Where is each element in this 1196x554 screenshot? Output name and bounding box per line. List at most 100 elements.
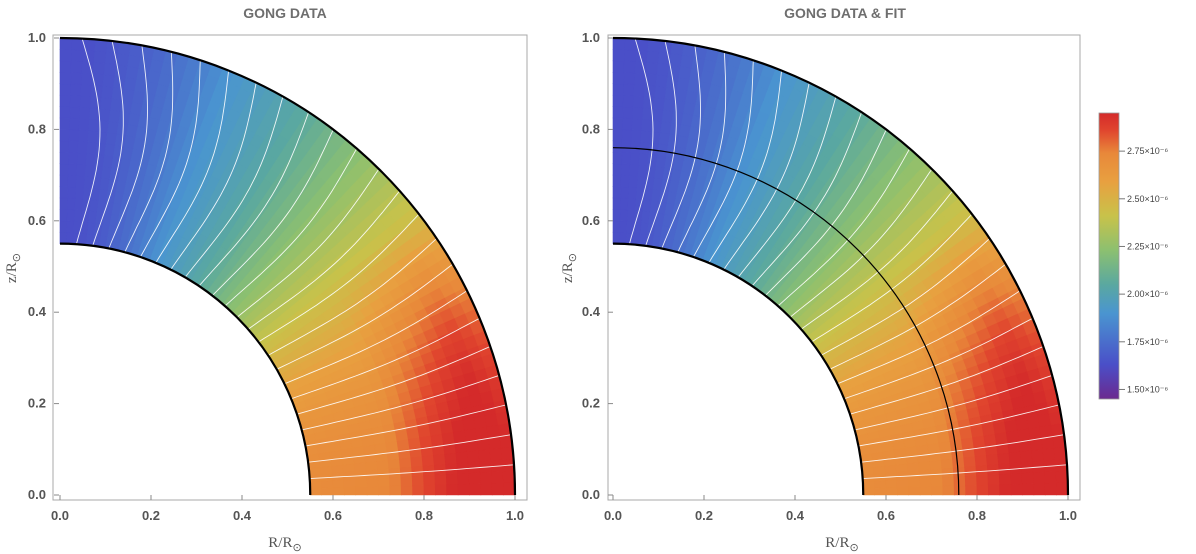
x-tick-label: 1.0 (506, 508, 524, 523)
contour-line (737, 96, 837, 278)
field-cell (621, 129, 633, 142)
field-cell (985, 454, 999, 466)
field-cell (631, 118, 643, 131)
field-cell (114, 64, 128, 78)
field-cell (1015, 417, 1030, 432)
field-cell (423, 484, 436, 496)
field-cell (320, 480, 334, 489)
field-cell (455, 451, 469, 464)
y-axis-label: z/R⊙ (560, 253, 579, 283)
field-cell (960, 437, 975, 450)
field-cell (319, 466, 333, 475)
field-cell (423, 474, 436, 486)
outer-boundary (59, 36, 517, 496)
field-cell (1026, 415, 1041, 430)
contour-line (862, 464, 1068, 480)
inner-boundary (612, 242, 865, 496)
field-cell (445, 473, 459, 486)
field-cell (628, 186, 638, 200)
field-cell (992, 421, 1007, 435)
panel-gong-data-fit: GONG DATA & FIT 0.0 0.2 0.4 0.6 0.8 1.0 0.00.… (560, 5, 1081, 554)
field-cell (976, 474, 989, 486)
x-tick-label: 0.6 (324, 508, 342, 523)
field-cell (478, 449, 492, 463)
field-cell (612, 186, 622, 199)
field-cell (66, 209, 76, 222)
field-cell (100, 96, 113, 111)
field-cell (648, 142, 660, 156)
field-cell (987, 474, 1000, 486)
contour-line (861, 434, 1065, 463)
field-cell (976, 484, 989, 496)
field-cell (83, 175, 94, 189)
y-tick-label: 0.2 (28, 396, 46, 411)
field-cell (407, 437, 422, 450)
field-cell (419, 435, 433, 448)
contour-line (305, 404, 507, 447)
x-tick-label: 0.0 (604, 508, 622, 523)
contour-line (789, 168, 933, 318)
contour-line (92, 40, 124, 246)
field-cell (612, 49, 625, 62)
contour-line (247, 190, 401, 330)
field-cell (862, 480, 875, 489)
field-cell (464, 428, 478, 442)
x-axis-label: R/R⊙ (268, 535, 301, 554)
y-tick-label: 1.0 (28, 30, 46, 45)
field-cell (623, 83, 635, 96)
field-cell (884, 464, 897, 474)
field-cell (80, 83, 93, 97)
contour-line (309, 464, 515, 480)
field-cell (67, 174, 77, 188)
contour-line (820, 238, 990, 356)
contour-line (236, 168, 380, 318)
field-cell (74, 198, 84, 211)
field-cell (645, 61, 659, 75)
field-cell (619, 220, 628, 233)
field-cell (930, 477, 944, 487)
field-cell (622, 106, 634, 119)
fit-boundary (612, 147, 960, 496)
field-cell (84, 164, 95, 178)
field-cell (434, 474, 447, 486)
field-cell (929, 460, 943, 471)
x-axis-label: R/R⊙ (825, 535, 858, 554)
field-cell (59, 83, 72, 96)
contour-line (837, 290, 1021, 385)
field-cell (412, 485, 425, 496)
contour-line (155, 70, 230, 264)
field-cell (612, 231, 621, 245)
contour-line (764, 129, 887, 296)
field-cell (457, 483, 470, 496)
field-cell (70, 60, 83, 74)
field-cell (396, 439, 410, 451)
x-axis-ticks: 0.0 0.2 0.4 0.6 0.8 1.0 (51, 495, 524, 523)
field-cell (638, 152, 649, 166)
field-cell (896, 486, 910, 496)
colorbar-tick-label: 2.25×10⁻⁶ (1127, 241, 1169, 251)
field-cell (87, 130, 99, 144)
field-cell (68, 152, 79, 165)
field-cell (90, 96, 102, 110)
field-cell (410, 456, 424, 468)
field-cell (938, 441, 952, 453)
field-cell (649, 131, 661, 145)
field-cell (78, 129, 89, 143)
field-cell (95, 142, 107, 156)
field-cell (466, 450, 480, 464)
field-cell (965, 485, 978, 496)
y-tick-label: 0.4 (28, 304, 47, 319)
contour-line (224, 148, 358, 307)
field-cell (1055, 470, 1069, 484)
contour-line (777, 148, 911, 307)
field-cell (489, 448, 503, 462)
field-cell (623, 60, 636, 74)
field-cell (422, 465, 436, 477)
contour-line (800, 190, 954, 330)
field-cell (1008, 451, 1022, 464)
field-cell (634, 72, 647, 86)
field-cell (411, 465, 424, 477)
contour-line (849, 346, 1044, 415)
field-cell (376, 460, 390, 471)
